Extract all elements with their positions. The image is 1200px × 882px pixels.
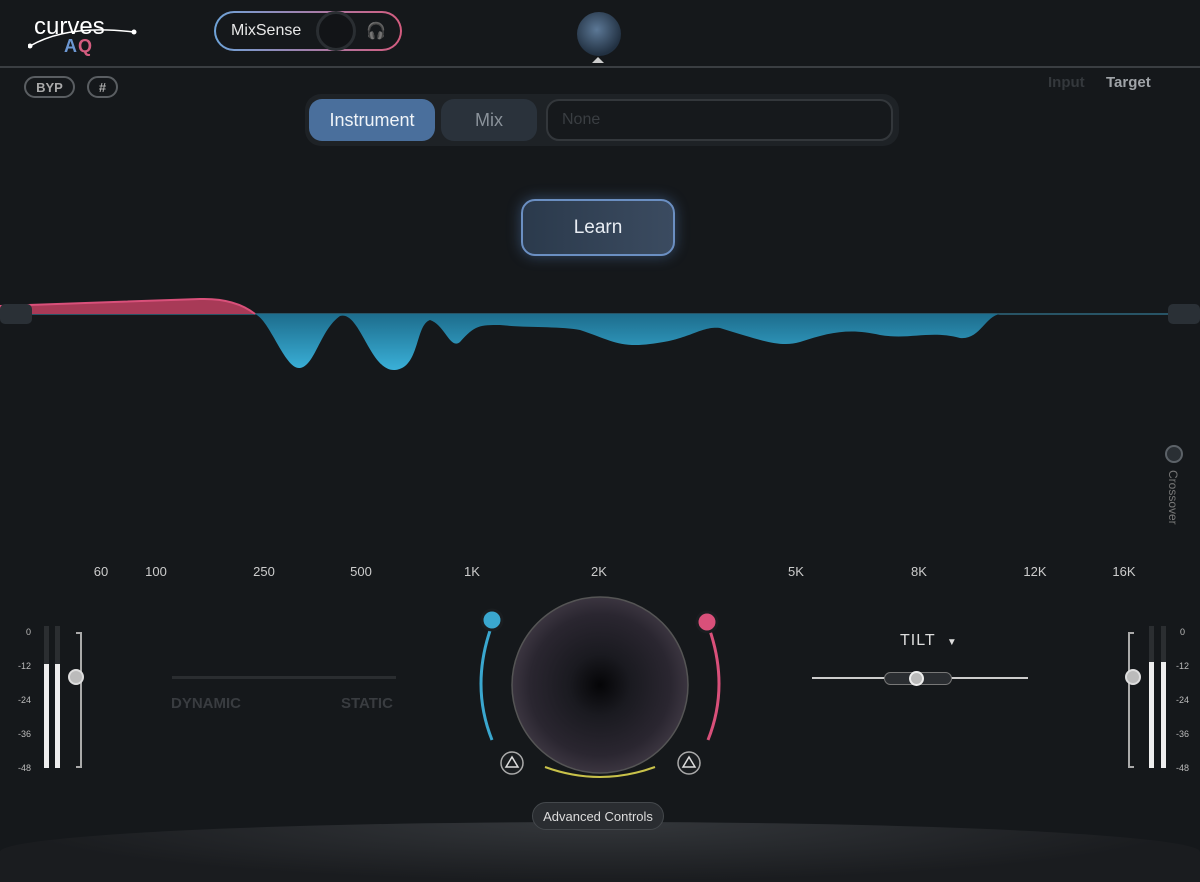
meter-tick: 0 bbox=[26, 627, 32, 637]
svg-text:Q: Q bbox=[78, 36, 92, 56]
meter-bar-right bbox=[1161, 662, 1166, 768]
meter-tick: 0 bbox=[1180, 627, 1186, 637]
freq-label: 250 bbox=[253, 564, 275, 579]
output-meter: 0 -12 -24 -36 -48 bbox=[1100, 626, 1200, 776]
freq-label: 500 bbox=[350, 564, 372, 579]
high-cut-handle[interactable] bbox=[1168, 304, 1200, 324]
curves-aq-logo: curves A Q bbox=[28, 13, 137, 56]
output-gain-thumb[interactable] bbox=[1125, 669, 1141, 685]
input-meter: 0 -12 -24 -36 -48 bbox=[14, 626, 104, 776]
caret-up-icon[interactable] bbox=[592, 57, 604, 63]
dynamic-static-slider[interactable] bbox=[172, 676, 396, 686]
dynamic-label: DYNAMIC bbox=[171, 695, 241, 712]
header-divider bbox=[0, 66, 1200, 68]
central-orb-control[interactable] bbox=[470, 595, 730, 790]
meter-tick: -12 bbox=[18, 661, 32, 671]
tilt-dropdown[interactable]: TILT ▼ bbox=[900, 632, 958, 650]
meter-tick: -24 bbox=[1176, 695, 1190, 705]
static-label: STATIC bbox=[341, 695, 393, 712]
low-cut-handle[interactable] bbox=[0, 304, 32, 324]
low-delta-icon[interactable] bbox=[500, 751, 524, 775]
svg-text:A: A bbox=[64, 36, 77, 56]
tilt-slider-thumb[interactable] bbox=[909, 671, 924, 686]
freq-label: 2K bbox=[591, 564, 607, 579]
mixsense-label: MixSense bbox=[231, 22, 302, 39]
meter-tick: -48 bbox=[1176, 763, 1190, 773]
profile-select[interactable]: None bbox=[546, 99, 893, 141]
high-band-handle[interactable] bbox=[695, 610, 719, 634]
chevron-down-icon: ▼ bbox=[946, 637, 958, 648]
meter-tick: -36 bbox=[18, 729, 32, 739]
headphones-icon[interactable]: 🎧 bbox=[366, 23, 386, 40]
meter-tick: -48 bbox=[18, 763, 32, 773]
high-delta-icon[interactable] bbox=[677, 751, 701, 775]
tab-mix[interactable]: Mix bbox=[441, 99, 537, 141]
tab-instrument[interactable]: Instrument bbox=[309, 99, 435, 141]
meter-tick: -24 bbox=[18, 695, 32, 705]
meter-bar-right bbox=[55, 664, 60, 768]
input-toggle[interactable]: Input bbox=[1048, 74, 1085, 91]
source-tabs: Instrument Mix None bbox=[305, 94, 899, 146]
crossover-label: Crossover bbox=[1166, 470, 1180, 525]
orb-icon[interactable] bbox=[577, 12, 621, 56]
mixsense-knob[interactable] bbox=[316, 11, 356, 51]
freq-label: 5K bbox=[788, 564, 804, 579]
freq-label: 100 bbox=[145, 564, 167, 579]
freq-label: 1K bbox=[464, 564, 480, 579]
advanced-controls-button[interactable]: Advanced Controls bbox=[532, 802, 664, 830]
freq-label: 16K bbox=[1112, 564, 1136, 579]
freq-label: 12K bbox=[1023, 564, 1047, 579]
boost-region bbox=[0, 298, 255, 314]
tilt-label: TILT bbox=[900, 632, 936, 649]
low-band-handle[interactable] bbox=[480, 608, 504, 632]
meter-bar-left bbox=[1149, 662, 1154, 768]
gain-slider-thumb[interactable] bbox=[68, 669, 84, 685]
target-toggle[interactable]: Target bbox=[1106, 74, 1151, 91]
eq-curve-display[interactable] bbox=[0, 280, 1200, 390]
bottom-panel-edge bbox=[0, 822, 1200, 882]
gain-slider-track[interactable] bbox=[76, 632, 82, 768]
bypass-button[interactable]: BYP bbox=[24, 76, 75, 98]
learn-button[interactable]: Learn bbox=[521, 199, 675, 256]
meter-tick: -12 bbox=[1176, 661, 1190, 671]
cut-region bbox=[255, 314, 1000, 371]
output-gain-track[interactable] bbox=[1128, 632, 1134, 768]
freq-label: 60 bbox=[93, 564, 109, 579]
meter-tick: -36 bbox=[1176, 729, 1190, 739]
mixsense-control[interactable]: MixSense 🎧 bbox=[214, 11, 402, 51]
svg-text:curves: curves bbox=[34, 13, 105, 40]
freq-label: 8K bbox=[911, 564, 927, 579]
meter-bar-left bbox=[44, 664, 49, 768]
crossover-toggle[interactable] bbox=[1165, 445, 1183, 463]
hash-grid-icon[interactable]: # bbox=[87, 76, 118, 98]
